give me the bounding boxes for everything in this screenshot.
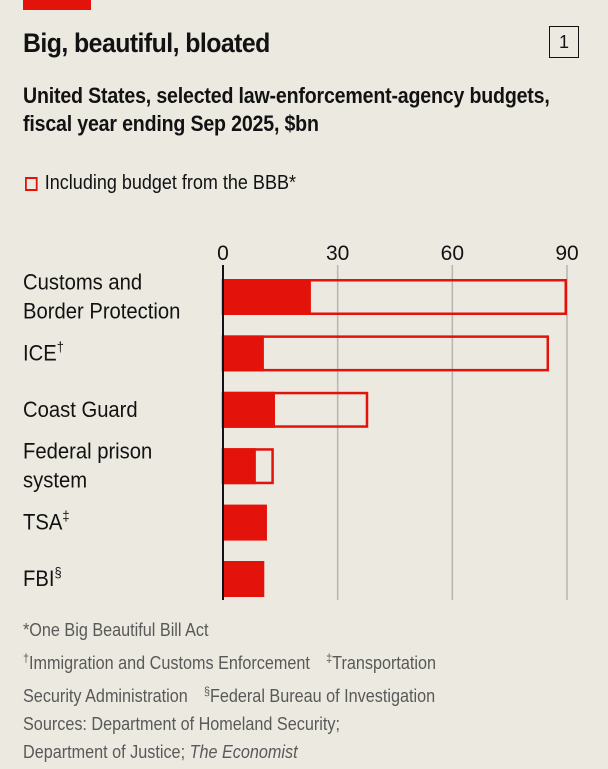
category-label-line: Customs and [23,271,142,295]
category-label-line: Coast Guard [23,398,138,422]
bar-filled-regular [223,504,267,541]
bar-filled-regular [223,561,265,597]
chart-subtitle: United States, selected law-enforcement-… [23,83,550,136]
category-label: ICE† [23,339,64,366]
legend: Including budget from the BBB* [25,172,296,195]
category-label-line: ICE [23,342,57,366]
footnote-marker: § [54,565,61,581]
sources-doj: Department of Justice; [23,742,190,762]
gridlines [336,265,568,600]
category-label-line: system [23,469,87,493]
footnote-line-3: Security Administration §Federal Bureau o… [23,677,436,710]
footnote-marker: † [57,339,64,355]
chart-title: Big, beautiful, bloated [23,28,270,58]
x-tick-label-30: 30 [326,242,349,265]
category-label-line: Border Protection [23,300,180,324]
bar-chart: 0 30 60 90 Customs and Border Protection ICE†… [23,242,579,600]
footnote-marker: ‡ [62,508,69,524]
category-label-line: Federal prison [23,440,152,464]
category-label: TSA‡ [23,508,70,535]
category-label: Customs and Border Protection [23,271,180,324]
double-dagger-mark: ‡ [326,651,333,665]
x-tick-label-90: 90 [555,242,578,265]
x-tick-label-60: 60 [441,242,464,265]
sources-line-2: Department of Justice; The Economist [23,738,436,766]
footnotes: *One Big Beautiful Bill Act †Immigration… [23,616,436,766]
category-label: Federal prison system [23,440,152,493]
footnote-fbi: Federal Bureau of Investigation [209,686,436,706]
category-label-line: TSA [23,511,63,535]
bar-filled-regular [223,448,256,485]
dagger-mark: † [23,651,30,665]
footnote-bbb: *One Big Beautiful Bill Act [23,620,209,640]
bars [221,279,567,597]
footnote-ice: Immigration and Customs Enforcement [29,653,310,673]
footnote-tsa-b: Security Administration [23,686,188,706]
bar-filled-regular [223,391,275,428]
sources-line-1: Sources: Department of Homeland Security… [23,714,340,734]
x-tick-labels: 0 30 60 90 [217,242,579,265]
category-labels: Customs and Border Protection ICE† Coast Gu… [23,271,180,591]
footnote-tsa-a: Transportation [332,653,437,673]
brand-red-bar [23,0,91,10]
sources-economist: The Economist [189,742,298,762]
legend-label: Including budget from the BBB* [44,172,296,194]
category-label: FBI§ [23,565,62,592]
bar-filled-regular [223,335,264,372]
category-label: Coast Guard [23,398,138,422]
section-mark: § [203,684,210,698]
x-tick-label-0: 0 [217,242,229,265]
footnote-line-2: †Immigration and Customs Enforcement ‡Tra… [23,644,436,677]
chart-number-badge: 1 [549,26,579,58]
bar-outline-bbb [221,335,550,372]
legend-outline-swatch [25,176,38,191]
category-label-line: FBI [23,567,54,591]
bar-filled-regular [223,279,311,315]
